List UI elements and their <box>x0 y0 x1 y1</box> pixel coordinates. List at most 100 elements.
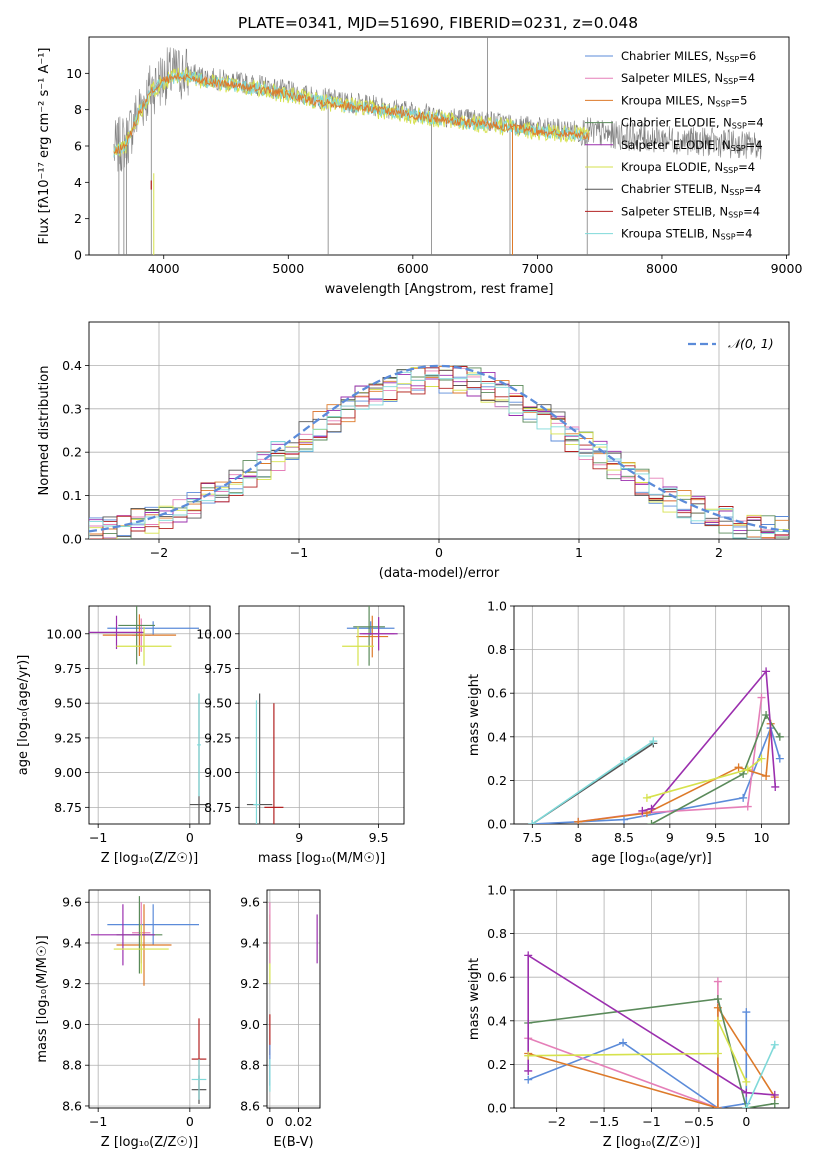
x-tick-label: −2 <box>150 545 168 560</box>
weight-marker <box>757 693 766 702</box>
y-tick-label: 9.6 <box>62 895 82 910</box>
x-tick-label: 9 <box>295 830 303 845</box>
weight-marker <box>742 1008 751 1017</box>
x-tick-label: −1 <box>642 1114 660 1129</box>
y-tick-label: 0.4 <box>487 1013 507 1028</box>
y-axis-label: age [log₁₀(age/yr)] <box>16 655 31 776</box>
y-tick-label: 9.4 <box>240 935 260 950</box>
age-vs-mass-plot-area <box>246 606 398 824</box>
legend-label: Kroupa MILES, NSSP=5 <box>621 93 747 108</box>
weight-marker <box>619 1038 628 1047</box>
weight-marker <box>743 802 752 811</box>
x-tick-label: 7.5 <box>522 830 542 845</box>
y-tick-label: 8.8 <box>240 1058 260 1073</box>
weight-marker <box>574 817 583 824</box>
axes-frame <box>88 889 211 1109</box>
x-tick-label: −1 <box>89 830 107 845</box>
weight-line <box>527 953 775 1096</box>
age-vs-Z-plot-area <box>89 606 209 824</box>
x-axis-label: E(B-V) <box>273 1135 313 1150</box>
weight-marker <box>775 754 784 763</box>
weight-marker <box>620 815 628 824</box>
legend-subscript: SSP <box>732 122 747 131</box>
y-tick-label: 0.6 <box>487 970 507 985</box>
y-tick-label: 8.75 <box>54 800 82 815</box>
weight-line <box>531 740 654 824</box>
legend-label: Chabrier MILES, NSSP=6 <box>621 49 756 64</box>
x-tick-label: 7000 <box>521 261 553 276</box>
weight-marker <box>770 1090 779 1099</box>
weight-marker <box>620 756 628 765</box>
legend-label: 𝒩(0, 1) <box>728 336 774 351</box>
weight-marker <box>770 1099 779 1108</box>
residuals-panel: −2 −1 0 1 2 0.0 0.1 0.2 0.3 0.4 (data-model)/error… <box>37 321 790 581</box>
weight-marker <box>762 711 771 719</box>
y-tick-label: 9.25 <box>54 730 82 745</box>
weight-line <box>651 713 781 824</box>
y-tick-label: 9.2 <box>62 976 82 991</box>
x-axis-label: wavelength [Angstrom, rest frame] <box>325 282 554 297</box>
x-tick-label: −1 <box>89 1114 107 1129</box>
legend-subscript: SSP <box>723 77 738 86</box>
weight-marker <box>771 782 780 791</box>
x-axis-label: (data-model)/error <box>379 566 500 581</box>
y-tick-label: 0.8 <box>487 642 507 657</box>
legend-label: Salpeter MILES, NSSP=4 <box>621 71 755 86</box>
massweight-vs-age-panel: 7.5 8 8.5 9 9.5 10 0.0 0.2 0.4 0.6 0.8 1.0 age [log₁… <box>467 599 790 866</box>
legend-count: =4 <box>746 138 763 152</box>
legend-count: =6 <box>739 49 756 63</box>
y-tick-label: 9.2 <box>240 976 260 991</box>
weight-marker <box>528 820 537 824</box>
x-tick-label: 2 <box>715 545 723 560</box>
weight-marker <box>734 763 743 772</box>
y-tick-label: 0 <box>74 248 82 263</box>
weight-marker <box>524 1051 533 1060</box>
x-tick-label: 9.5 <box>706 830 726 845</box>
y-tick-label: 6 <box>74 139 82 154</box>
weight-marker <box>642 793 651 802</box>
mass-vs-ebv-plot-area <box>269 902 318 1092</box>
y-tick-label: 2 <box>74 211 82 226</box>
age-vs-Z-panel: −1 0 8.75 9.00 9.25 9.50 9.75 10.00 Z [log₁₀(Z/Z… <box>16 605 211 866</box>
x-axis-label: age [log₁₀(age/yr)] <box>591 851 712 866</box>
legend-count: =4 <box>738 71 755 85</box>
y-tick-label: 4 <box>74 175 82 190</box>
legend-label: Kroupa STELIB, NSSP=4 <box>621 227 752 242</box>
y-tick-label: 0.0 <box>62 532 82 547</box>
weight-marker <box>524 1075 533 1084</box>
y-tick-label: 9.4 <box>62 935 82 950</box>
weight-marker <box>762 667 771 676</box>
x-tick-label: 6000 <box>397 261 429 276</box>
axes-frame <box>88 605 211 825</box>
weight-marker <box>647 820 656 824</box>
mass-vs-ebv-panel: 0 0.02 8.6 8.8 9.0 9.2 9.4 9.6 E(B-V) <box>240 889 321 1150</box>
x-tick-label: 9.5 <box>369 830 389 845</box>
weight-marker <box>770 1040 779 1049</box>
x-axis-label: Z [log₁₀(Z/Z☉)] <box>603 1135 700 1150</box>
legend-subscript: SSP <box>728 210 743 219</box>
y-tick-label: 9.0 <box>62 1017 82 1032</box>
y-tick-label: 0.2 <box>487 1057 507 1072</box>
legend-subscript: SSP <box>729 188 744 197</box>
y-axis-label: mass weight <box>467 958 482 1040</box>
y-tick-label: 1.0 <box>487 883 507 898</box>
axes-frame <box>88 36 790 256</box>
y-tick-label: 10.00 <box>196 626 232 641</box>
axes-frame <box>266 889 321 1109</box>
weight-line <box>646 757 762 799</box>
y-tick-label: 9.75 <box>204 661 232 676</box>
legend-subscript: SSP <box>723 166 738 175</box>
weight-marker <box>713 1049 722 1058</box>
weight-marker <box>647 804 656 813</box>
y-tick-label: 8 <box>74 102 82 117</box>
y-tick-label: 0.6 <box>487 686 507 701</box>
weight-marker <box>762 772 771 781</box>
legend-count: =5 <box>731 93 748 107</box>
axes-frame <box>513 889 790 1109</box>
y-tick-label: 9.50 <box>54 696 82 711</box>
y-tick-label: 9.00 <box>54 765 82 780</box>
mass-vs-Z-panel: −1 0 8.6 8.8 9.0 9.2 9.4 9.6 Z [log₁₀(Z/Z☉)] mass… <box>35 889 211 1150</box>
x-tick-label: 0 <box>186 1114 194 1129</box>
legend-count: =4 <box>743 204 760 218</box>
